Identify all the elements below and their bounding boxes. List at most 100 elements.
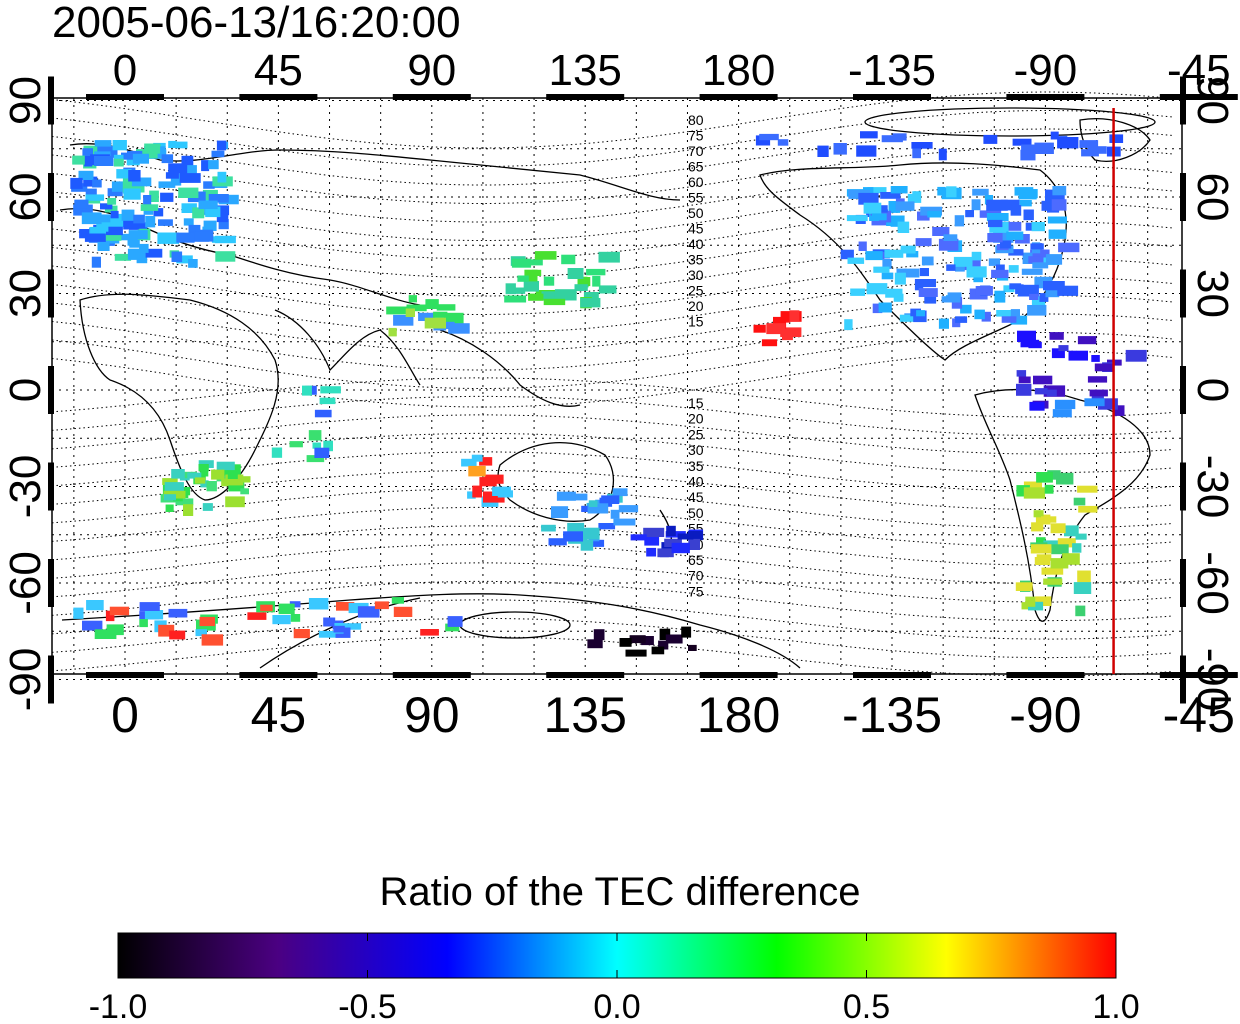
tick-bar-left	[48, 366, 54, 414]
contour-line	[51, 331, 1173, 389]
data-cell	[1028, 601, 1044, 611]
data-cell	[1094, 363, 1115, 372]
data-cell	[116, 213, 126, 224]
contour-line	[51, 562, 1173, 603]
data-cell	[563, 531, 583, 542]
data-cell	[1081, 149, 1099, 157]
data-cell	[1049, 332, 1064, 340]
data-cell	[73, 204, 93, 216]
data-cell	[918, 288, 938, 297]
data-cell	[646, 547, 657, 557]
data-cell	[122, 181, 145, 193]
data-cell	[1079, 140, 1099, 148]
contour-line	[51, 183, 1173, 241]
data-cell	[911, 142, 933, 149]
data-cell	[140, 204, 159, 211]
data-cell	[1056, 472, 1074, 485]
data-cell	[218, 219, 229, 230]
data-cell	[1043, 281, 1065, 291]
contour-line	[51, 599, 1173, 640]
data-cell	[999, 221, 1022, 231]
data-cell	[938, 238, 959, 251]
data-cell	[70, 177, 83, 189]
lat-tick-label-left: 0	[1, 378, 50, 402]
data-cell	[306, 455, 325, 463]
lat-tick-label-left: 60	[1, 173, 50, 222]
tick-bar-right	[1180, 76, 1186, 125]
tick-bar-right	[1180, 559, 1186, 607]
data-cell	[128, 170, 141, 182]
data-cell	[203, 220, 217, 231]
data-cell	[955, 263, 965, 272]
colorbar-tick-label: 0.5	[843, 988, 890, 1024]
contour-line	[51, 276, 1173, 334]
data-cell	[1073, 582, 1092, 594]
contour-label: 50	[688, 205, 704, 221]
data-cell	[567, 268, 584, 279]
data-cell	[302, 385, 312, 396]
data-cell	[100, 203, 113, 210]
data-cell	[1109, 134, 1124, 143]
data-cell	[318, 630, 340, 638]
data-cell	[641, 636, 654, 646]
data-cell	[907, 193, 917, 203]
contour-label: 45	[688, 221, 704, 237]
data-cell	[445, 623, 460, 632]
data-cell	[227, 473, 238, 479]
data-cell	[483, 491, 505, 503]
data-cell	[543, 276, 555, 286]
tick-bar-left	[48, 269, 54, 318]
axis-labels: 0 45 90 135 180 -135 -90 -450 45 90 135 180 -135 -90-…	[1, 46, 1237, 743]
data-cell	[1058, 242, 1080, 253]
data-cell	[198, 200, 218, 210]
data-cell	[94, 156, 114, 166]
data-cell	[85, 188, 97, 197]
tick-bar-left	[48, 76, 54, 125]
data-cell	[158, 181, 176, 188]
data-cell	[83, 176, 98, 187]
lat-tick-label-left: -90	[1, 648, 50, 712]
data-cell	[168, 140, 177, 148]
lon-tick-label-top: 135	[548, 46, 621, 95]
data-cell	[773, 316, 786, 328]
lat-tick-label-right: -60	[1188, 551, 1237, 615]
data-cell	[894, 272, 906, 285]
data-cell	[1044, 484, 1054, 494]
data-cell	[1033, 510, 1044, 518]
contour-line	[51, 128, 1173, 186]
contour-label: 45	[688, 489, 704, 505]
data-cell	[386, 306, 408, 315]
data-cell	[658, 640, 669, 650]
data-cell	[1010, 309, 1020, 320]
data-cell	[86, 600, 104, 611]
data-cell	[1046, 389, 1057, 397]
data-cell	[1052, 186, 1067, 196]
data-cell	[554, 289, 577, 301]
data-cell	[472, 485, 483, 498]
data-cell	[973, 274, 983, 283]
data-cell	[1028, 341, 1042, 349]
data-cell	[107, 188, 123, 197]
data-cell	[357, 606, 380, 618]
data-cell	[643, 527, 665, 537]
data-cell	[333, 625, 345, 633]
tick-bar-top	[699, 94, 778, 100]
data-cell	[1054, 399, 1076, 410]
lon-tick-label-top: -90	[1014, 46, 1078, 95]
data-cell	[240, 488, 249, 495]
data-cell	[613, 518, 636, 526]
data-cell	[1016, 370, 1027, 377]
contour-label: 75	[688, 583, 704, 599]
data-cell	[164, 494, 176, 501]
data-cell	[289, 601, 301, 608]
data-cell	[139, 619, 148, 628]
data-cell	[511, 258, 532, 268]
data-cell	[974, 309, 985, 320]
contour-line	[51, 617, 1173, 659]
data-cell	[844, 319, 853, 331]
data-cell	[425, 299, 439, 309]
data-cell	[168, 163, 188, 174]
tick-bar-top	[1006, 94, 1085, 100]
lat-tick-label-left: 30	[1, 269, 50, 318]
data-cell	[1025, 596, 1036, 607]
